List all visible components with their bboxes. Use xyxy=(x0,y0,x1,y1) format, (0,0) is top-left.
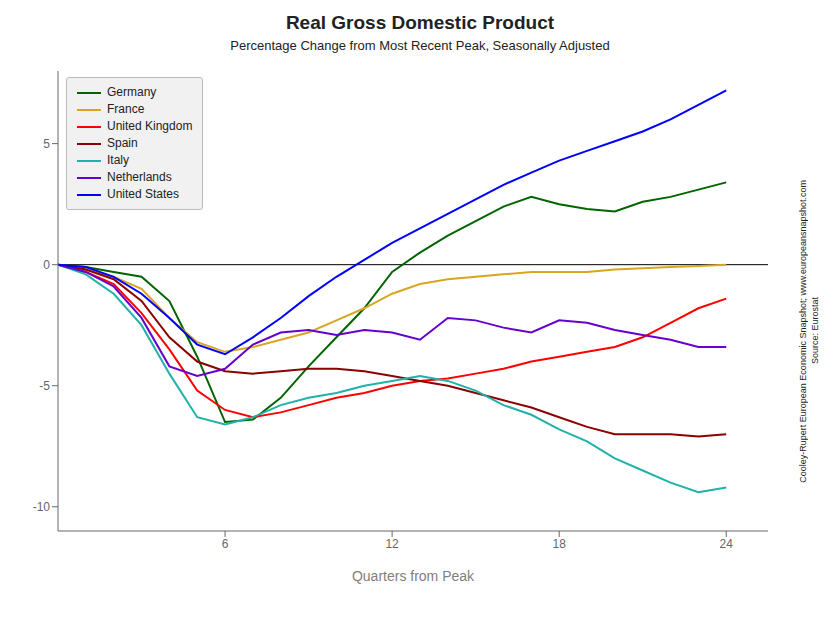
svg-text:-5: -5 xyxy=(39,379,50,393)
svg-text:24: 24 xyxy=(720,537,734,551)
html-text:Real Gross Domestic Product: Real Gross Domestic Product xyxy=(285,12,555,33)
svg-text:18: 18 xyxy=(552,537,566,551)
html-text:Cooley-Rupert European Economi: Cooley-Rupert European Economic Snapshot… xyxy=(798,179,808,483)
svg-text:0: 0 xyxy=(43,258,50,272)
svg-text:5: 5 xyxy=(43,137,50,151)
html-text:Spain: Spain xyxy=(107,136,138,150)
svg-text:Quarters from Peak: Quarters from Peak xyxy=(352,568,475,584)
html-text:Netherlands: Netherlands xyxy=(107,170,172,184)
html-text:Source: Eurostat: Source: Eurostat xyxy=(810,297,820,365)
html-text:France: France xyxy=(107,102,145,116)
html-text:Germany: Germany xyxy=(107,85,157,99)
svg-text:12: 12 xyxy=(385,537,399,551)
html-text:United Kingdom: United Kingdom xyxy=(107,119,193,133)
svg-text:-10: -10 xyxy=(33,500,51,514)
html-text:United States: United States xyxy=(107,187,179,201)
svg-text:6: 6 xyxy=(222,537,229,551)
html-text:Italy: Italy xyxy=(107,153,129,167)
html-text:Percentage Change from Most Re: Percentage Change from Most Recent Peak,… xyxy=(230,38,610,53)
